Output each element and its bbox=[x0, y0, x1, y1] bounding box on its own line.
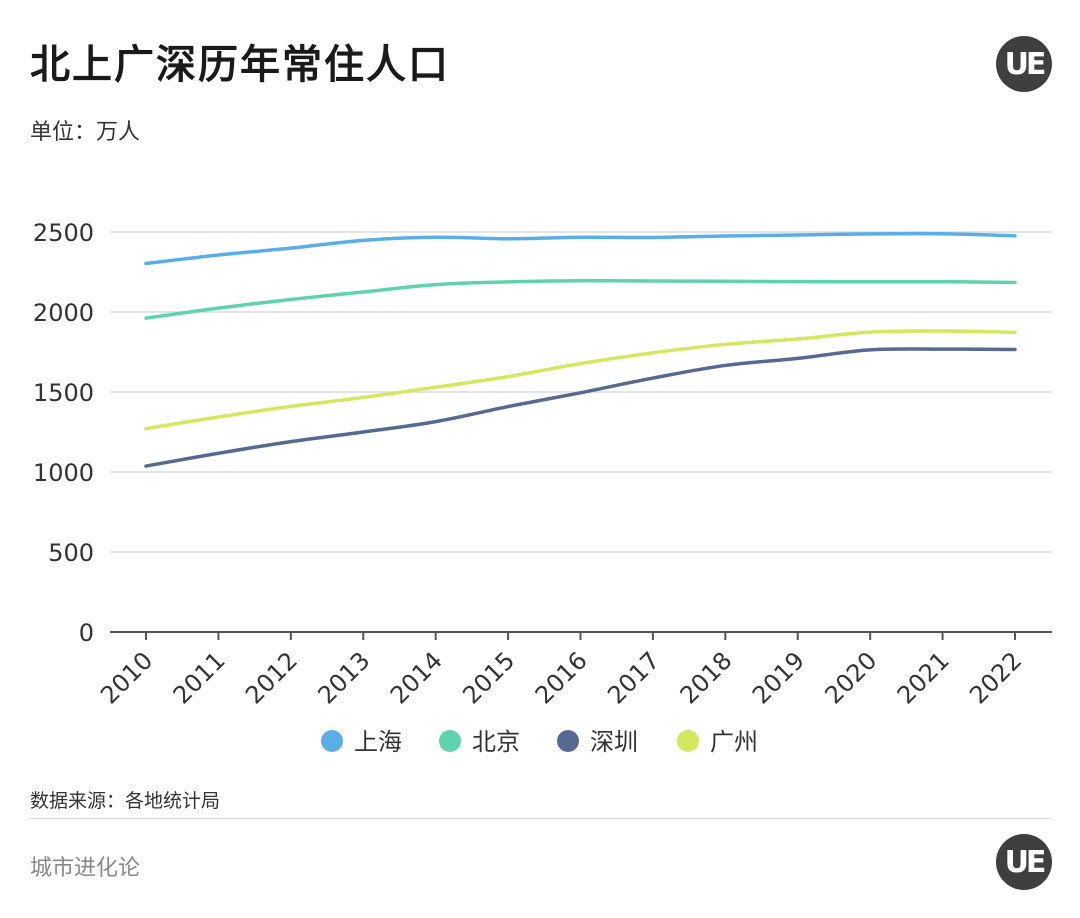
x-tick-label: 2016 bbox=[530, 646, 593, 709]
series-3 bbox=[144, 329, 1017, 431]
x-tick-label: 2020 bbox=[819, 646, 882, 709]
x-tick-label: 2018 bbox=[675, 646, 738, 709]
divider bbox=[30, 818, 1050, 819]
y-tick-label: 2000 bbox=[33, 299, 94, 327]
series-line bbox=[144, 329, 1017, 431]
x-tick-label: 2017 bbox=[602, 646, 665, 709]
series-lines bbox=[144, 231, 1017, 468]
legend-item: 广州 bbox=[677, 728, 758, 756]
legend-marker bbox=[321, 730, 343, 752]
x-axis-ticks: 2010 2011 2012 2013 2014 2015 2016 2017 2018 2019… bbox=[95, 632, 1027, 709]
x-tick-label: 2012 bbox=[240, 646, 303, 709]
y-axis-ticks: 0 500 1000 1500 2000 2500 bbox=[33, 219, 94, 647]
y-tick-label: 2500 bbox=[33, 219, 94, 247]
series-line bbox=[144, 278, 1017, 320]
legend-item: 上海 bbox=[321, 728, 402, 756]
brand-logo: UE bbox=[996, 36, 1052, 92]
series-1 bbox=[144, 278, 1017, 320]
series-2 bbox=[144, 347, 1017, 468]
y-tick-label: 1000 bbox=[33, 459, 94, 487]
legend-label: 广州 bbox=[710, 728, 758, 756]
x-tick-label: 2019 bbox=[747, 646, 810, 709]
legend-item: 深圳 bbox=[557, 728, 638, 756]
x-tick-label: 2015 bbox=[457, 646, 520, 709]
series-0 bbox=[144, 231, 1017, 266]
legend-marker bbox=[439, 730, 461, 752]
x-tick-label: 2021 bbox=[892, 646, 955, 709]
legend-marker bbox=[677, 730, 699, 752]
y-tick-label: 500 bbox=[48, 539, 94, 567]
y-tick-label: 1500 bbox=[33, 379, 94, 407]
legend-label: 上海 bbox=[354, 728, 402, 756]
chart-title: 北上广深历年常住人口 bbox=[30, 42, 450, 88]
legend-item: 北京 bbox=[439, 728, 520, 756]
x-tick-label: 2014 bbox=[385, 646, 448, 709]
x-tick-label: 2010 bbox=[95, 646, 158, 709]
x-tick-label: 2013 bbox=[313, 646, 376, 709]
legend-label: 北京 bbox=[472, 728, 520, 756]
x-tick-label: 2011 bbox=[168, 646, 231, 709]
data-source: 数据来源：各地统计局 bbox=[30, 790, 221, 812]
legend-marker bbox=[557, 730, 579, 752]
footer-brand: 城市进化论 bbox=[30, 856, 141, 881]
legend-label: 深圳 bbox=[590, 728, 638, 756]
unit-label: 单位：万人 bbox=[30, 120, 141, 145]
series-line bbox=[144, 231, 1017, 266]
legend: 上海 北京 深圳 广州 bbox=[321, 728, 758, 756]
x-tick-label: 2022 bbox=[964, 646, 1027, 709]
grid-lines bbox=[110, 231, 1052, 553]
footer-logo: UE bbox=[996, 834, 1052, 890]
y-tick-label: 0 bbox=[79, 619, 94, 647]
series-line bbox=[144, 347, 1017, 468]
